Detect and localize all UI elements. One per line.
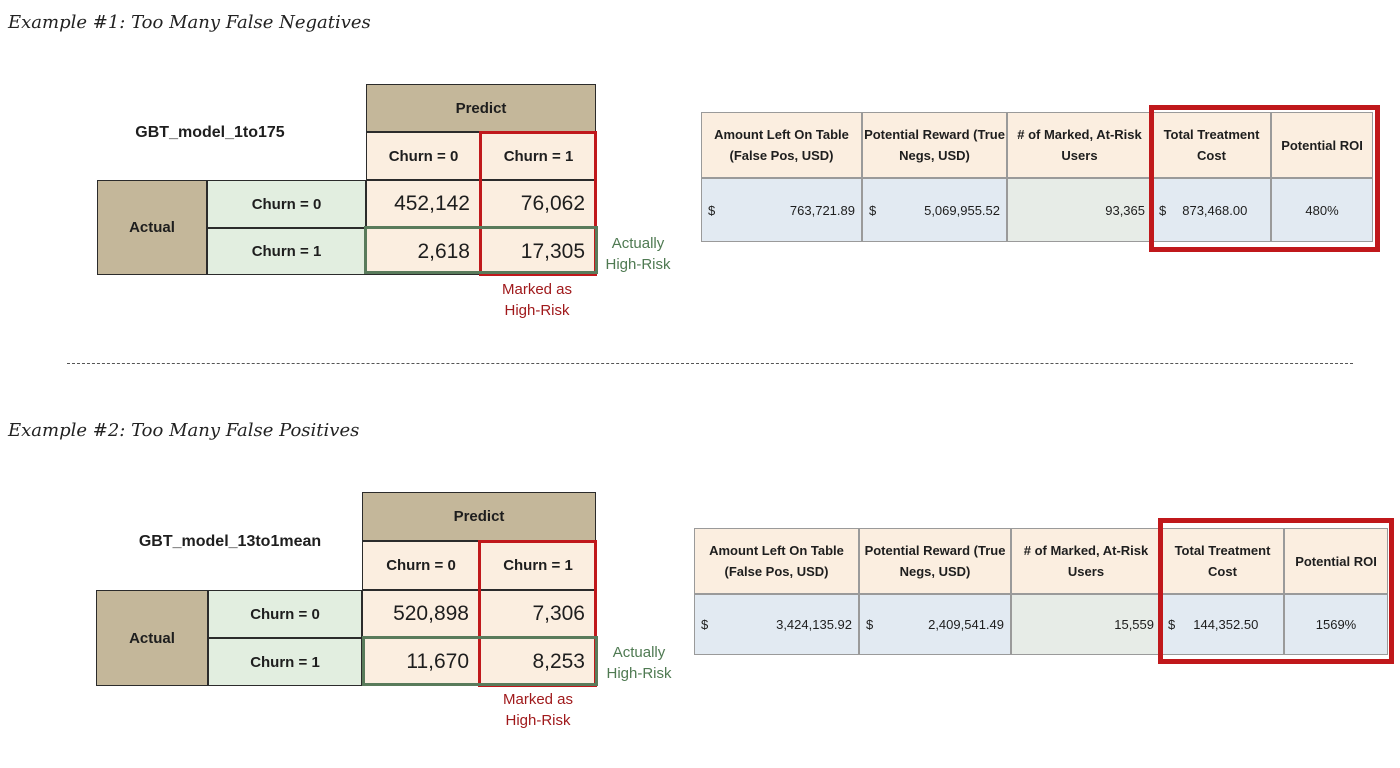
potential-reward-value: 2,409,541.49 (928, 617, 1004, 632)
summary-header-label: # of Marked, At-Risk Users (1017, 127, 1142, 163)
model-name-2: GBT_model_13to1mean (138, 533, 322, 550)
summary-potential-reward-1: $5,069,955.52 (862, 178, 1007, 242)
summary-header-potential-reward-2: Potential Reward (True Negs, USD) (859, 528, 1011, 594)
col-header-churn1-1: Churn = 1 (481, 132, 596, 180)
summary-header-marked-users-2: # of Marked, At-Risk Users (1011, 528, 1161, 594)
marked-high-risk-note-1: Marked as High-Risk (501, 281, 573, 319)
model-name-1: GBT_model_1to175 (135, 124, 285, 141)
col-header-label: Churn = 0 (388, 147, 459, 165)
predict-label-1: Predict (455, 99, 507, 117)
row-header-churn0-1: Churn = 0 (207, 180, 366, 228)
actually-high-risk-note-2: Actually High-Risk (606, 644, 672, 682)
cell-value: 11,670 (406, 650, 469, 673)
row-header-churn1-2: Churn = 1 (208, 638, 362, 686)
actually-high-risk-highlight-1 (364, 226, 598, 274)
col-header-label: Churn = 1 (503, 147, 574, 165)
cell-value: 76,062 (520, 192, 585, 215)
col-header-label: Churn = 1 (503, 557, 573, 574)
actual-header-2: Actual (96, 590, 208, 686)
summary-roi-2: 1569% (1284, 594, 1388, 655)
marked-high-risk-note-2: Marked as High-Risk (502, 691, 574, 729)
summary-treatment-cost-2: $144,352.50 (1161, 594, 1284, 655)
currency-symbol: $ (866, 617, 874, 632)
false-negative-cell-2: 11,670 (362, 638, 480, 686)
currency-symbol: $ (869, 202, 877, 218)
predict-header-2: Predict (362, 492, 596, 541)
col-header-label: Churn = 0 (386, 557, 456, 574)
row-header-label: Churn = 0 (250, 605, 320, 623)
col-header-churn0-1: Churn = 0 (366, 132, 481, 180)
treatment-cost-value: 873,468.00 (1182, 202, 1248, 218)
actually-high-risk-highlight-2 (362, 636, 598, 686)
row-header-churn0-2: Churn = 0 (208, 590, 362, 638)
summary-header-label: Potential Reward (True Negs, USD) (864, 543, 1006, 579)
currency-symbol: $ (701, 617, 709, 632)
roi-value: 480% (1305, 202, 1339, 218)
actual-label-1: Actual (129, 219, 175, 236)
summary-header-roi-1: Potential ROI (1271, 112, 1373, 178)
cell-value: 7,306 (532, 602, 585, 625)
treatment-cost-value: 144,352.50 (1193, 617, 1259, 632)
actual-header-1: Actual (97, 180, 207, 275)
true-negative-cell-1: 452,142 (366, 180, 481, 228)
summary-marked-users-2: 15,559 (1011, 594, 1161, 655)
actual-label-2: Actual (129, 629, 175, 647)
cell-value: 17,305 (520, 239, 585, 263)
summary-header-potential-reward-1: Potential Reward (True Negs, USD) (862, 112, 1007, 178)
row-header-label: Churn = 1 (250, 653, 320, 671)
amount-left-value: 3,424,135.92 (776, 617, 852, 632)
row-header-label: Churn = 0 (251, 195, 322, 213)
summary-header-treatment-cost-1: Total Treatment Cost (1152, 112, 1271, 178)
col-header-churn0-2: Churn = 0 (362, 541, 480, 590)
summary-header-label: Potential Reward (True Negs, USD) (864, 127, 1005, 163)
summary-header-label: Potential ROI (1295, 553, 1377, 569)
row-header-churn1-1: Churn = 1 (207, 228, 366, 275)
true-negative-cell-2: 520,898 (362, 590, 480, 638)
summary-header-treatment-cost-2: Total Treatment Cost (1161, 528, 1284, 594)
example-2-heading: Example #2: Too Many False Positives (8, 420, 360, 441)
summary-header-label: Potential ROI (1281, 137, 1363, 153)
cell-value: 520,898 (393, 602, 469, 625)
currency-symbol: $ (708, 202, 716, 218)
currency-symbol: $ (1168, 617, 1176, 632)
roi-highlight-1 (1149, 105, 1380, 252)
roi-highlight-2 (1158, 518, 1394, 664)
predict-label-2: Predict (453, 508, 505, 525)
summary-header-marked-users-1: # of Marked, At-Risk Users (1007, 112, 1152, 178)
summary-header-roi-2: Potential ROI (1284, 528, 1388, 594)
summary-header-label: Amount Left On Table (False Pos, USD) (714, 127, 849, 163)
summary-header-amount-left-2: Amount Left On Table (False Pos, USD) (694, 528, 859, 594)
row-header-label: Churn = 1 (251, 243, 322, 260)
potential-reward-value: 5,069,955.52 (924, 202, 1000, 218)
marked-users-value: 93,365 (1105, 202, 1145, 218)
currency-symbol: $ (1159, 202, 1167, 218)
cell-value: 2,618 (417, 239, 470, 263)
summary-header-label: Amount Left On Table (False Pos, USD) (709, 543, 844, 579)
summary-header-label: Total Treatment Cost (1174, 543, 1271, 579)
marked-users-value: 15,559 (1114, 617, 1154, 632)
col-header-churn1-2: Churn = 1 (480, 541, 596, 590)
summary-amount-left-2: $3,424,135.92 (694, 594, 859, 655)
roi-value: 1569% (1315, 617, 1357, 632)
summary-potential-reward-2: $2,409,541.49 (859, 594, 1011, 655)
summary-treatment-cost-1: $873,468.00 (1152, 178, 1271, 242)
cell-value: 8,253 (532, 650, 585, 673)
summary-header-amount-left-1: Amount Left On Table (False Pos, USD) (701, 112, 862, 178)
summary-marked-users-1: 93,365 (1007, 178, 1152, 242)
section-divider (67, 363, 1353, 364)
summary-header-label: Total Treatment Cost (1163, 127, 1260, 163)
false-negative-cell-1: 2,618 (366, 228, 481, 275)
cell-value: 452,142 (394, 192, 470, 215)
amount-left-value: 763,721.89 (789, 202, 855, 218)
summary-roi-1: 480% (1271, 178, 1373, 242)
marked-high-risk-highlight-1 (479, 131, 597, 276)
actually-high-risk-note-1: Actually High-Risk (605, 235, 671, 273)
example-1-heading: Example #1: Too Many False Negatives (8, 12, 371, 33)
summary-amount-left-1: $763,721.89 (701, 178, 862, 242)
summary-header-label: # of Marked, At-Risk Users (1023, 543, 1149, 579)
predict-header-1: Predict (366, 84, 596, 132)
